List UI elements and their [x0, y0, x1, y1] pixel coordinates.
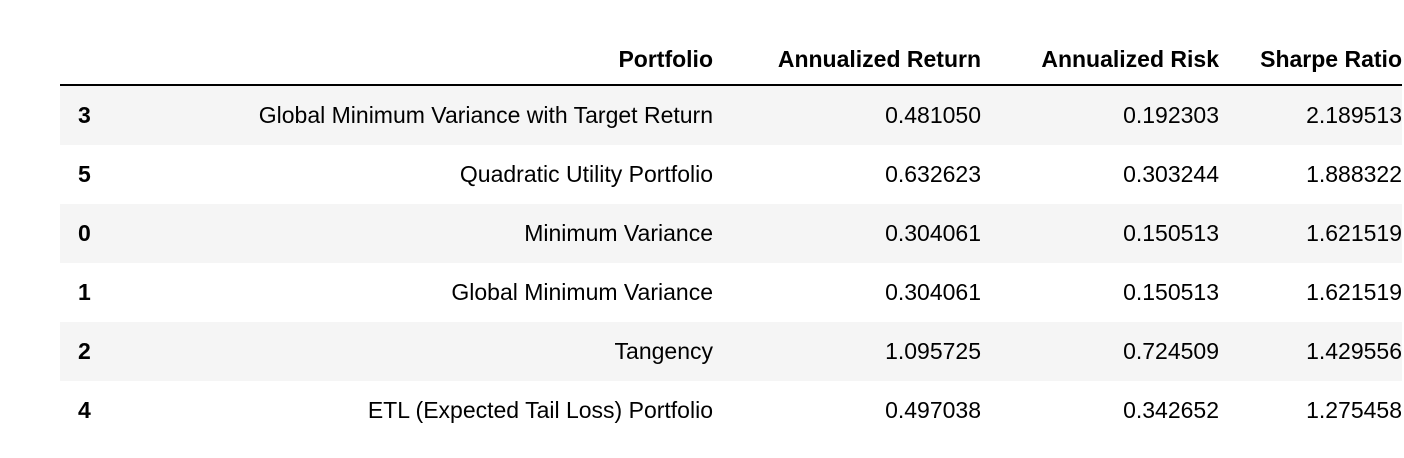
annualized-return-header: Annualized Return: [713, 34, 981, 86]
row-index: 4: [78, 397, 91, 423]
portfolio-cell: Global Minimum Variance: [451, 279, 713, 305]
annualized-risk-cell: 0.342652: [1123, 397, 1219, 423]
row-index: 5: [78, 161, 91, 187]
portfolio-cell: Global Minimum Variance with Target Retu…: [258, 102, 713, 128]
table-row: 1 Global Minimum Variance 0.304061 0.150…: [60, 263, 1402, 322]
annualized-return-cell: 0.497038: [885, 397, 981, 423]
annualized-return-cell: 1.095725: [885, 338, 981, 364]
annualized-return-cell: 0.481050: [885, 102, 981, 128]
row-index: 1: [78, 279, 91, 305]
annualized-risk-cell: 0.150513: [1123, 220, 1219, 246]
portfolio-header: Portfolio: [118, 34, 713, 86]
table-header-row: Portfolio Annualized Return Annualized R…: [60, 34, 1402, 86]
sharpe-ratio-header: Sharpe Ratio: [1219, 34, 1402, 86]
row-index: 3: [78, 102, 91, 128]
table-row: 2 Tangency 1.095725 0.724509 1.429556: [60, 322, 1402, 381]
portfolio-cell: Tangency: [614, 338, 713, 364]
table-row: 5 Quadratic Utility Portfolio 0.632623 0…: [60, 145, 1402, 204]
portfolio-cell: Quadratic Utility Portfolio: [459, 161, 713, 187]
dataframe-output: Portfolio Annualized Return Annualized R…: [60, 34, 1402, 440]
annualized-risk-cell: 0.303244: [1123, 161, 1219, 187]
row-index: 2: [78, 338, 91, 364]
annualized-return-cell: 0.304061: [885, 220, 981, 246]
annualized-risk-cell: 0.192303: [1123, 102, 1219, 128]
annualized-return-cell: 0.304061: [885, 279, 981, 305]
portfolio-cell: Minimum Variance: [524, 220, 713, 246]
portfolio-cell: ETL (Expected Tail Loss) Portfolio: [367, 397, 713, 423]
table-row: 4 ETL (Expected Tail Loss) Portfolio 0.4…: [60, 381, 1402, 440]
portfolio-table: Portfolio Annualized Return Annualized R…: [60, 34, 1402, 440]
sharpe-ratio-cell: 1.275458: [1306, 397, 1402, 423]
table-row: 3 Global Minimum Variance with Target Re…: [60, 85, 1402, 145]
sharpe-ratio-cell: 1.621519: [1306, 220, 1402, 246]
sharpe-ratio-cell: 1.429556: [1306, 338, 1402, 364]
annualized-risk-cell: 0.150513: [1123, 279, 1219, 305]
sharpe-ratio-cell: 1.621519: [1306, 279, 1402, 305]
sharpe-ratio-cell: 1.888322: [1306, 161, 1402, 187]
annualized-risk-header: Annualized Risk: [981, 34, 1219, 86]
row-index: 0: [78, 220, 91, 246]
annualized-risk-cell: 0.724509: [1123, 338, 1219, 364]
sharpe-ratio-cell: 2.189513: [1306, 102, 1402, 128]
table-row: 0 Minimum Variance 0.304061 0.150513 1.6…: [60, 204, 1402, 263]
index-header: [60, 34, 118, 86]
annualized-return-cell: 0.632623: [885, 161, 981, 187]
